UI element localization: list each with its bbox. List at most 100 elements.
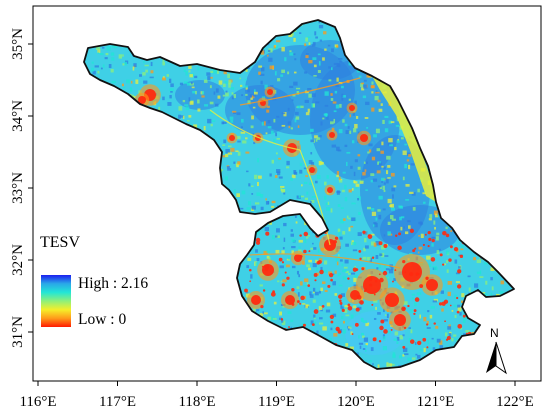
tesv-cell xyxy=(201,285,204,289)
tesv-cell xyxy=(483,87,487,89)
tesv-cell xyxy=(214,197,218,201)
tesv-cell xyxy=(318,160,322,166)
tesv-cell xyxy=(483,160,486,163)
tesv-cell xyxy=(384,25,389,29)
tesv-cell xyxy=(177,61,181,65)
tesv-cell xyxy=(299,169,303,174)
tesv-cell xyxy=(136,50,141,55)
tesv-cell xyxy=(417,95,422,99)
tesv-cell xyxy=(241,94,244,97)
tesv-cell xyxy=(468,369,470,372)
tesv-cell xyxy=(468,337,473,339)
tesv-cell xyxy=(192,244,196,249)
tesv-cell xyxy=(267,54,269,57)
tesv-cell xyxy=(326,175,329,179)
tesv-cell xyxy=(146,360,151,364)
tesv-cell xyxy=(159,364,164,367)
tesv-cell xyxy=(496,194,499,199)
tesv-cell xyxy=(342,231,346,235)
tesv-cell xyxy=(418,235,420,237)
tesv-cell xyxy=(109,338,114,343)
tesv-cell xyxy=(209,209,212,212)
urban-speck xyxy=(379,325,384,331)
tesv-cell xyxy=(453,191,457,195)
tesv-cell xyxy=(438,340,443,345)
tesv-cell xyxy=(277,171,281,176)
urban-speck xyxy=(307,284,311,287)
tesv-cell xyxy=(141,187,146,190)
tesv-cell xyxy=(501,330,506,334)
tesv-cell xyxy=(266,255,270,259)
tesv-cell xyxy=(475,240,479,243)
tesv-cell xyxy=(461,293,465,298)
tesv-cell xyxy=(266,216,270,220)
tesv-cell xyxy=(342,269,347,273)
tesv-cell xyxy=(159,164,162,168)
tesv-cell xyxy=(356,352,359,356)
tesv-cell xyxy=(514,164,517,167)
tesv-cell xyxy=(513,97,514,102)
tesv-cell xyxy=(452,73,456,77)
tesv-cell xyxy=(281,46,285,52)
tesv-cell xyxy=(223,55,229,59)
tesv-cell xyxy=(260,50,265,55)
tesv-cell xyxy=(191,86,195,89)
tesv-cell xyxy=(348,61,353,66)
tesv-cell xyxy=(149,267,152,270)
tesv-cell xyxy=(458,83,462,88)
tesv-cell xyxy=(382,119,385,124)
tesv-cell xyxy=(423,201,426,204)
urban-speck xyxy=(329,314,335,319)
tesv-cell xyxy=(165,175,171,179)
tesv-cell xyxy=(388,363,393,367)
tesv-cell xyxy=(233,227,236,232)
tesv-cell xyxy=(312,103,316,108)
tesv-cell xyxy=(279,265,284,269)
tesv-cell xyxy=(375,255,379,259)
tesv-cell xyxy=(321,161,324,165)
urban-hotspot xyxy=(402,262,422,282)
tesv-cell xyxy=(330,208,333,213)
tesv-cell xyxy=(390,24,393,28)
tesv-cell xyxy=(483,226,486,229)
tesv-cell xyxy=(500,189,503,194)
tesv-cell xyxy=(158,324,161,329)
tesv-cell xyxy=(245,137,248,140)
tesv-cell xyxy=(305,112,310,116)
urban-speck xyxy=(359,257,362,260)
urban-speck xyxy=(289,333,292,336)
tesv-cell xyxy=(293,71,297,74)
urban-speck xyxy=(426,346,429,349)
tesv-cell xyxy=(339,60,342,63)
tesv-cell xyxy=(273,301,277,305)
tesv-cell xyxy=(271,159,275,164)
tesv-cell xyxy=(431,107,436,111)
tesv-cell xyxy=(152,287,158,291)
tesv-cell xyxy=(128,113,133,117)
tesv-cell xyxy=(150,161,152,165)
tesv-cell xyxy=(325,113,328,117)
tesv-cell xyxy=(513,259,514,262)
tesv-cell xyxy=(304,363,307,367)
urban-speck xyxy=(379,277,384,283)
tesv-cell xyxy=(165,227,170,231)
tesv-cell xyxy=(222,223,228,228)
tesv-cell xyxy=(218,80,223,85)
tesv-cell xyxy=(339,259,343,262)
tesv-cell xyxy=(208,27,212,31)
tesv-cell xyxy=(322,362,326,365)
tesv-cell xyxy=(269,362,273,366)
tesv-cell xyxy=(99,172,104,175)
tesv-cell xyxy=(215,346,220,350)
tesv-cell xyxy=(237,140,241,143)
urban-speck xyxy=(438,302,443,306)
tesv-cell xyxy=(306,264,310,268)
urban-speck xyxy=(417,272,420,276)
tesv-cell xyxy=(303,209,307,213)
tesv-cell xyxy=(298,342,303,345)
tesv-cell xyxy=(178,336,181,342)
tesv-cell xyxy=(319,135,322,138)
tesv-cell xyxy=(265,132,268,135)
tesv-cell xyxy=(215,258,218,263)
tesv-cell xyxy=(364,245,369,249)
